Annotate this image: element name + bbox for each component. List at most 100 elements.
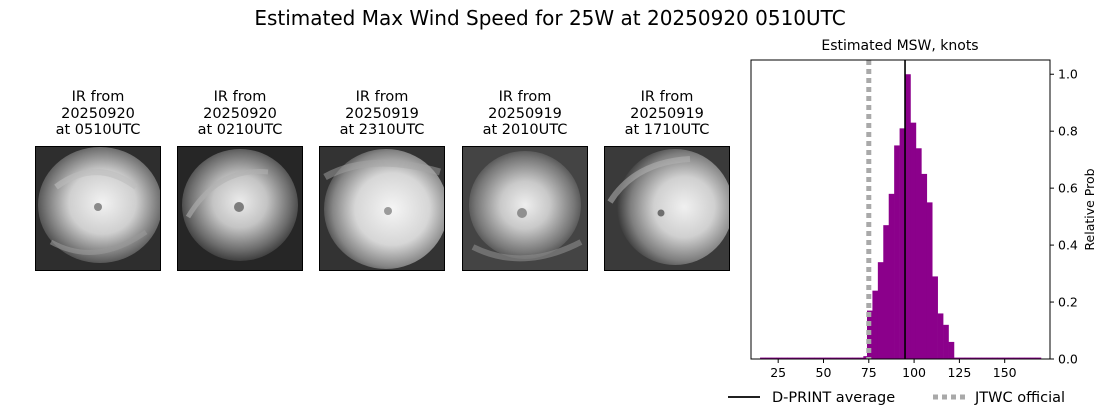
ir-panel-1-line2: 20250920	[61, 105, 135, 122]
y-tick-label: 1.0	[1058, 67, 1078, 82]
msw-histogram-chart: Estimated MSW, knots 25 50 75 100 125 150 0.0…	[728, 38, 1097, 406]
histogram-bar	[926, 202, 933, 359]
histogram-bar	[863, 356, 870, 359]
histogram-bar	[975, 357, 982, 359]
ir-panel-4-line2: 20250919	[488, 105, 562, 122]
histogram-bar	[915, 148, 922, 359]
ir-satellite-image-4	[462, 145, 588, 271]
histogram-bar	[877, 262, 884, 359]
ir-panel-3: IR from 20250919 at 2310UTC	[319, 89, 445, 271]
histogram-bar	[825, 357, 832, 359]
figure-title: Estimated Max Wind Speed for 25W at 2025…	[254, 6, 846, 30]
histogram-bar	[760, 357, 766, 359]
ir-panel-4-line1: IR from	[498, 89, 552, 105]
x-tick-label: 25	[770, 365, 786, 380]
histogram-bar	[986, 357, 993, 359]
histogram-bar	[959, 357, 966, 359]
ir-panel-2: IR from 20250920 at 0210UTC	[177, 89, 303, 271]
ir-panel-1-line3: at 0510UTC	[55, 122, 141, 139]
x-axis-ticks: 25 50 75 100 125 150	[770, 359, 1017, 380]
x-tick-label: 150	[993, 365, 1017, 380]
histogram-bar	[792, 357, 799, 359]
histogram-bar	[1013, 357, 1020, 359]
histogram-bar	[1024, 357, 1031, 359]
ir-panel-2-label: IR from 20250920 at 0210UTC	[177, 89, 303, 139]
histogram-bar	[1035, 357, 1042, 359]
histogram-bar	[899, 128, 906, 359]
ir-panel-1: IR from 20250920 at 0510UTC	[35, 89, 161, 271]
ir-satellite-image-5	[604, 145, 730, 271]
histogram-bar	[808, 357, 815, 359]
histogram-bar	[894, 145, 900, 359]
legend-label: D-PRINT average	[772, 390, 895, 406]
ir-panel-2-line2: 20250920	[203, 105, 277, 122]
ir-panel-4: IR from 20250919 at 2010UTC	[462, 89, 588, 271]
histogram-bar	[872, 290, 879, 359]
histogram-bar	[1002, 357, 1009, 359]
histogram-bar	[997, 357, 1004, 359]
legend-label: JTWC official	[974, 390, 1065, 406]
x-tick-label: 125	[947, 365, 971, 380]
ir-panel-3-line1: IR from	[355, 89, 409, 105]
histogram-bar	[819, 357, 826, 359]
histogram-bar	[943, 324, 949, 359]
histogram-bar	[814, 357, 821, 359]
histogram-bar	[803, 357, 810, 359]
ir-satellite-image-1	[35, 145, 161, 271]
histogram-bar	[953, 357, 960, 359]
ir-satellite-image-3	[319, 145, 445, 271]
y-axis-ticks: 0.0 0.2 0.4 0.6 0.8 1.0	[1050, 67, 1078, 367]
histogram-bar	[888, 193, 895, 359]
ir-panel-5-label: IR from 20250919 at 1710UTC	[604, 89, 730, 139]
histogram-bar	[765, 357, 772, 359]
histogram-bar	[830, 357, 837, 359]
y-tick-label: 0.6	[1058, 181, 1078, 196]
histogram-bar	[1008, 357, 1015, 359]
ir-panel-3-line3: at 2310UTC	[339, 122, 425, 139]
histogram-bar	[1030, 357, 1036, 359]
histogram-bar	[836, 357, 842, 359]
ir-panel-5-line2: 20250919	[630, 105, 704, 122]
histogram-bar	[787, 357, 793, 359]
histogram-bar	[948, 341, 955, 359]
histogram-bar	[992, 357, 998, 359]
histogram-bar	[781, 357, 788, 359]
msw-histogram-panel: Estimated MSW, knots 25 50 75 100 125 150 0.0…	[700, 30, 1100, 409]
ir-panel-2-line3: at 0210UTC	[197, 122, 283, 139]
x-tick-label: 75	[861, 365, 877, 380]
histogram-bar	[970, 357, 977, 359]
histogram-bar	[841, 357, 848, 359]
x-tick-label: 50	[816, 365, 832, 380]
histogram-bar	[883, 225, 890, 359]
histogram-bar	[921, 173, 928, 359]
y-tick-label: 0.4	[1058, 238, 1078, 253]
reference-lines	[866, 60, 906, 359]
histogram-bar	[852, 357, 859, 359]
histogram-bar	[798, 357, 804, 359]
histogram-bar	[770, 357, 777, 359]
ir-panel-1-label: IR from 20250920 at 0510UTC	[35, 89, 161, 139]
histogram-bar	[937, 313, 944, 359]
ir-panel-2-line1: IR from	[213, 89, 267, 105]
histogram-bar	[857, 357, 864, 359]
y-axis-label: Relative Prob	[1082, 168, 1097, 250]
ir-panel-5-line1: IR from	[640, 89, 694, 105]
ir-panel-5: IR from 20250919 at 1710UTC	[604, 89, 730, 271]
x-tick-label: 100	[902, 365, 926, 380]
plot-frame	[750, 59, 1051, 360]
histogram-bars	[760, 74, 1042, 360]
histogram-bar	[1019, 357, 1025, 359]
y-tick-label: 0.8	[1058, 124, 1078, 139]
y-tick-label: 0.2	[1058, 295, 1078, 310]
histogram-bar	[776, 357, 783, 359]
histogram-bar	[932, 276, 938, 359]
chart-title: Estimated MSW, knots	[821, 38, 978, 54]
histogram-bar	[981, 357, 987, 359]
histogram-bar	[910, 122, 917, 360]
ir-panel-4-label: IR from 20250919 at 2010UTC	[462, 89, 588, 139]
histogram-bar	[964, 357, 971, 359]
histogram-bar	[905, 74, 911, 359]
legend: D-PRINT average JTWC official	[728, 390, 1065, 406]
y-tick-label: 0.0	[1058, 352, 1078, 367]
ir-panel-3-label: IR from 20250919 at 2310UTC	[319, 89, 445, 139]
